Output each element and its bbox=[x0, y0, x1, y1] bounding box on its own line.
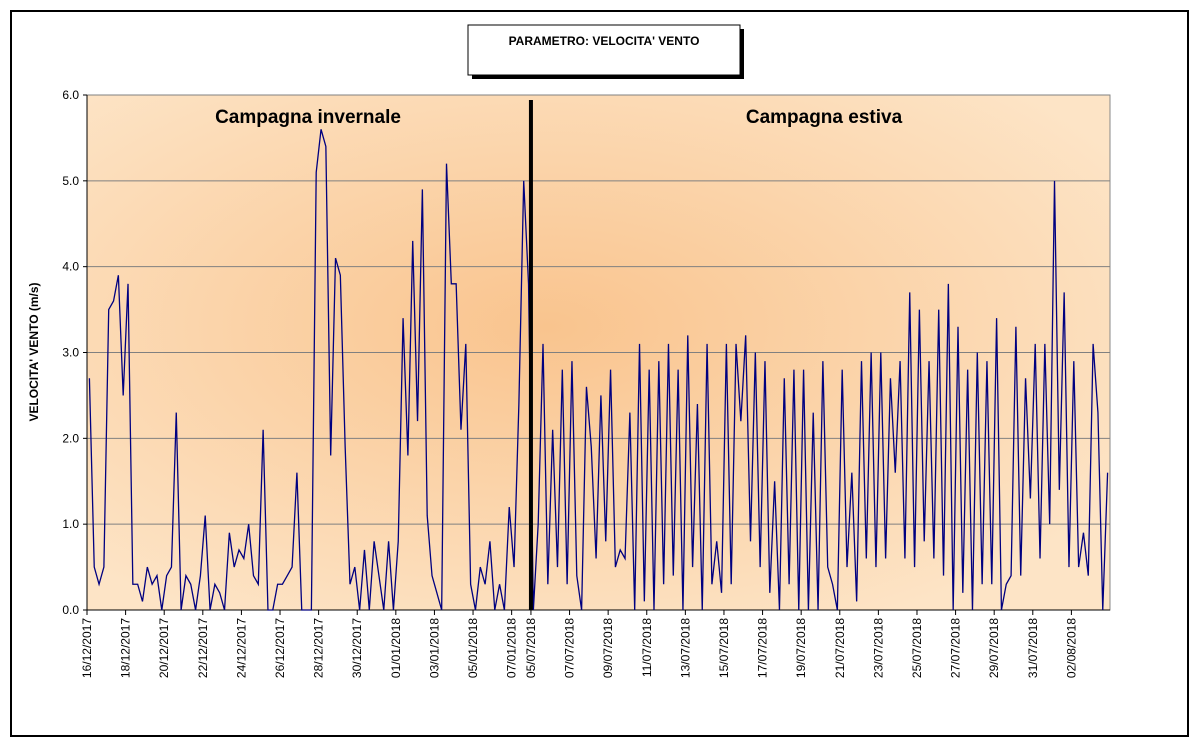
x-tick-label: 09/07/2018 bbox=[601, 618, 615, 678]
x-tick-label: 01/01/2018 bbox=[389, 618, 403, 678]
y-tick-label: 4.0 bbox=[62, 260, 79, 274]
x-tick-label: 27/07/2018 bbox=[949, 618, 963, 678]
x-tick-label: 05/01/2018 bbox=[466, 618, 480, 678]
x-tick-label: 21/07/2018 bbox=[833, 618, 847, 678]
x-tick-label: 31/07/2018 bbox=[1026, 618, 1040, 678]
y-tick-label: 0.0 bbox=[62, 603, 79, 617]
x-tick-label: 03/01/2018 bbox=[427, 618, 441, 678]
x-tick-label: 24/12/2017 bbox=[234, 618, 248, 678]
x-tick-label: 28/12/2017 bbox=[312, 618, 326, 678]
y-tick-label: 5.0 bbox=[62, 174, 79, 188]
x-tick-label: 30/12/2017 bbox=[350, 618, 364, 678]
annotation: Campagna invernale bbox=[215, 107, 401, 128]
x-tick-label: 07/07/2018 bbox=[563, 618, 577, 678]
x-tick-label: 17/07/2018 bbox=[756, 618, 770, 678]
x-tick-label: 22/12/2017 bbox=[196, 618, 210, 678]
x-tick-label: 20/12/2017 bbox=[157, 618, 171, 678]
y-tick-label: 2.0 bbox=[62, 431, 79, 445]
x-tick-label: 16/12/2017 bbox=[80, 618, 94, 678]
x-tick-label: 26/12/2017 bbox=[273, 618, 287, 678]
x-tick-label: 07/01/2018 bbox=[505, 618, 519, 678]
x-tick-label: 13/07/2018 bbox=[678, 618, 692, 678]
x-tick-label: 19/07/2018 bbox=[794, 618, 808, 678]
x-tick-label: 15/07/2018 bbox=[717, 618, 731, 678]
x-tick-label: 02/08/2018 bbox=[1064, 618, 1078, 678]
annotation: Campagna estiva bbox=[746, 107, 903, 128]
x-tick-label: 25/07/2018 bbox=[910, 618, 924, 678]
y-tick-label: 1.0 bbox=[62, 517, 79, 531]
title-box bbox=[467, 24, 741, 76]
x-tick-label: 18/12/2017 bbox=[119, 618, 133, 678]
x-tick-label: 29/07/2018 bbox=[987, 618, 1001, 678]
y-tick-label: 3.0 bbox=[62, 346, 79, 360]
data-line bbox=[88, 129, 1109, 611]
chart-title: PARAMETRO: VELOCITA' VENTO bbox=[509, 34, 700, 48]
x-tick-label: 05/07/2018 bbox=[524, 618, 538, 678]
x-tick-label: 23/07/2018 bbox=[871, 618, 885, 678]
y-tick-label: 6.0 bbox=[62, 88, 79, 102]
x-tick-label: 11/07/2018 bbox=[640, 618, 654, 677]
y-axis-label: VELOCITA' VENTO (m/s) bbox=[27, 282, 41, 421]
